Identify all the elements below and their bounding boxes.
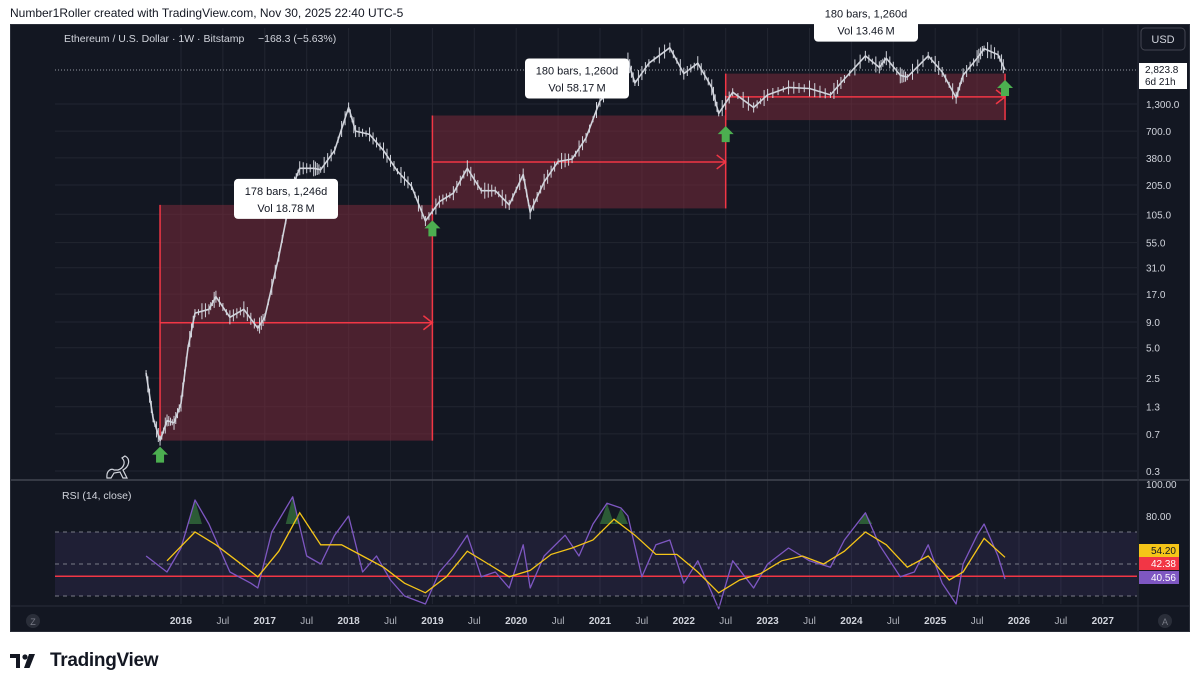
range-label-volume: Vol 18.78 M [257, 203, 314, 215]
rsi-line[interactable] [145, 496, 1006, 610]
y-tick-label: 700.0 [1146, 127, 1171, 138]
x-tick-label: Jul [1055, 616, 1068, 627]
x-tick-label: 2026 [1008, 616, 1031, 627]
axes: 2016 Jul 2017 Jul 2018 Jul 2019 Jul 2020 Jul 2021 J… [11, 25, 1189, 632]
x-tick-label: Jul [552, 616, 565, 627]
rsi-pane [55, 496, 1137, 610]
y-tick-label: 105.0 [1146, 210, 1171, 221]
range-label: 180 bars, 1,260d Vol 58.17 M [525, 58, 629, 99]
y-tick-label: 5.0 [1146, 344, 1160, 355]
x-tick-label: Jul [719, 616, 732, 627]
rsi-value-text: 40.56 [1151, 573, 1176, 584]
y-tick-label: 9.0 [1146, 318, 1160, 329]
x-tick-label: 2016 [170, 616, 193, 627]
rsi-overbought-fill [613, 508, 628, 524]
x-tick-label: Jul [971, 616, 984, 627]
rsi-y-tick-label: 80.00 [1146, 512, 1171, 523]
range-arrow-head [995, 89, 1007, 105]
date-price-ranges [159, 73, 1007, 441]
range-arrow-head [716, 154, 727, 170]
x-tick-label: 2021 [589, 616, 612, 627]
up-arrow-marker [424, 220, 441, 237]
x-tick-label: Jul [803, 616, 816, 627]
x-tick-label: Jul [384, 616, 397, 627]
last-price-tag [1139, 63, 1187, 90]
range-label-box [234, 178, 338, 219]
y-tick-label: 2.5 [1146, 374, 1160, 385]
x-tick-label: 2018 [337, 616, 360, 627]
zoom-reset-label: Z [30, 617, 36, 627]
range-label-bars: 180 bars, 1,260d [825, 9, 908, 21]
y-tick-label: 1.3 [1146, 403, 1160, 414]
range-arrow-head [422, 315, 434, 331]
range-label-bars: 180 bars, 1,260d [536, 65, 619, 77]
range-labels: 178 bars, 1,246d Vol 18.78 M 180 bars, 1,2… [234, 1, 918, 219]
x-tick-label: 2022 [673, 616, 696, 627]
up-arrow-marker [717, 126, 734, 143]
x-tick-label: 2023 [756, 616, 779, 627]
x-tick-label: 2017 [254, 616, 277, 627]
auto-scale-button[interactable] [1158, 614, 1172, 628]
tradingview-logo-icon [10, 654, 35, 668]
rsi-value-text: 54.20 [1151, 546, 1176, 557]
x-tick-label: Jul [887, 616, 900, 627]
symbol-title: Ethereum / U.S. Dollar · 1W · Bitstamp [64, 33, 244, 45]
bar-countdown: 6d 21h [1145, 77, 1176, 88]
y-tick-label: 55.0 [1146, 239, 1166, 250]
range-label-volume: Vol 58.17 M [548, 82, 605, 94]
footer-brand: TradingView [50, 650, 159, 671]
rsi-overbought-fill [187, 500, 202, 524]
x-tick-label: 2020 [505, 616, 528, 627]
rsi-overbought-fill [285, 496, 300, 524]
rsi-ma-line[interactable] [166, 511, 1006, 594]
x-tick-label: 2027 [1092, 616, 1115, 627]
y-tick-label: 205.0 [1146, 181, 1171, 192]
range-label: 180 bars, 1,260d Vol 13.46 M [814, 1, 918, 42]
y-tick-label: 1,300.0 [1146, 100, 1180, 111]
range-label-bars: 178 bars, 1,246d [245, 186, 328, 198]
x-tick-label: Jul [468, 616, 481, 627]
range-label-box [814, 1, 918, 42]
x-tick-label: Jul [300, 616, 313, 627]
x-tick-label: 2019 [421, 616, 444, 627]
dino-icon [106, 455, 130, 479]
y-tick-label: 380.0 [1146, 154, 1171, 165]
rsi-band-fill [55, 532, 1137, 596]
zoom-reset-button[interactable] [26, 614, 40, 628]
footer: TradingView [10, 650, 159, 672]
x-tick-label: Jul [217, 616, 230, 627]
chart-overlay: Ethereum / U.S. Dollar · 1W · Bitstamp −1… [26, 27, 1187, 628]
x-tick-label: 2024 [840, 616, 863, 627]
rsi-y-tick-label: 100.00 [1146, 480, 1177, 491]
x-tick-label: Jul [636, 616, 649, 627]
price-change: −168.3 (−5.63%) [258, 33, 336, 45]
auto-scale-label: A [1162, 617, 1168, 627]
y-tick-label: 17.0 [1146, 290, 1166, 301]
up-arrow-marker [997, 80, 1014, 97]
x-tick-label: 2025 [924, 616, 947, 627]
rsi-value-tag [1139, 544, 1179, 557]
currency-button[interactable] [1140, 27, 1186, 51]
y-tick-label: 0.3 [1146, 467, 1160, 478]
range-label-volume: Vol 13.46 M [837, 26, 894, 38]
range-label: 178 bars, 1,246d Vol 18.78 M [234, 178, 338, 219]
last-price-value: 2,823.8 [1145, 65, 1179, 76]
rsi-value-tag [1139, 557, 1179, 570]
y-tick-label: 31.0 [1146, 264, 1166, 275]
chart-attribution: Number1Roller created with TradingView.c… [10, 6, 404, 20]
rsi-value-text: 42.38 [1151, 559, 1176, 570]
rsi-value-tag [1139, 571, 1179, 584]
up-arrow-marker [152, 446, 169, 463]
rsi-title: RSI (14, close) [62, 490, 131, 502]
range-label-box [525, 58, 629, 99]
rsi-overbought-fill [599, 503, 614, 524]
y-tick-label: 0.7 [1146, 430, 1160, 441]
currency-button-label: USD [1151, 34, 1174, 46]
